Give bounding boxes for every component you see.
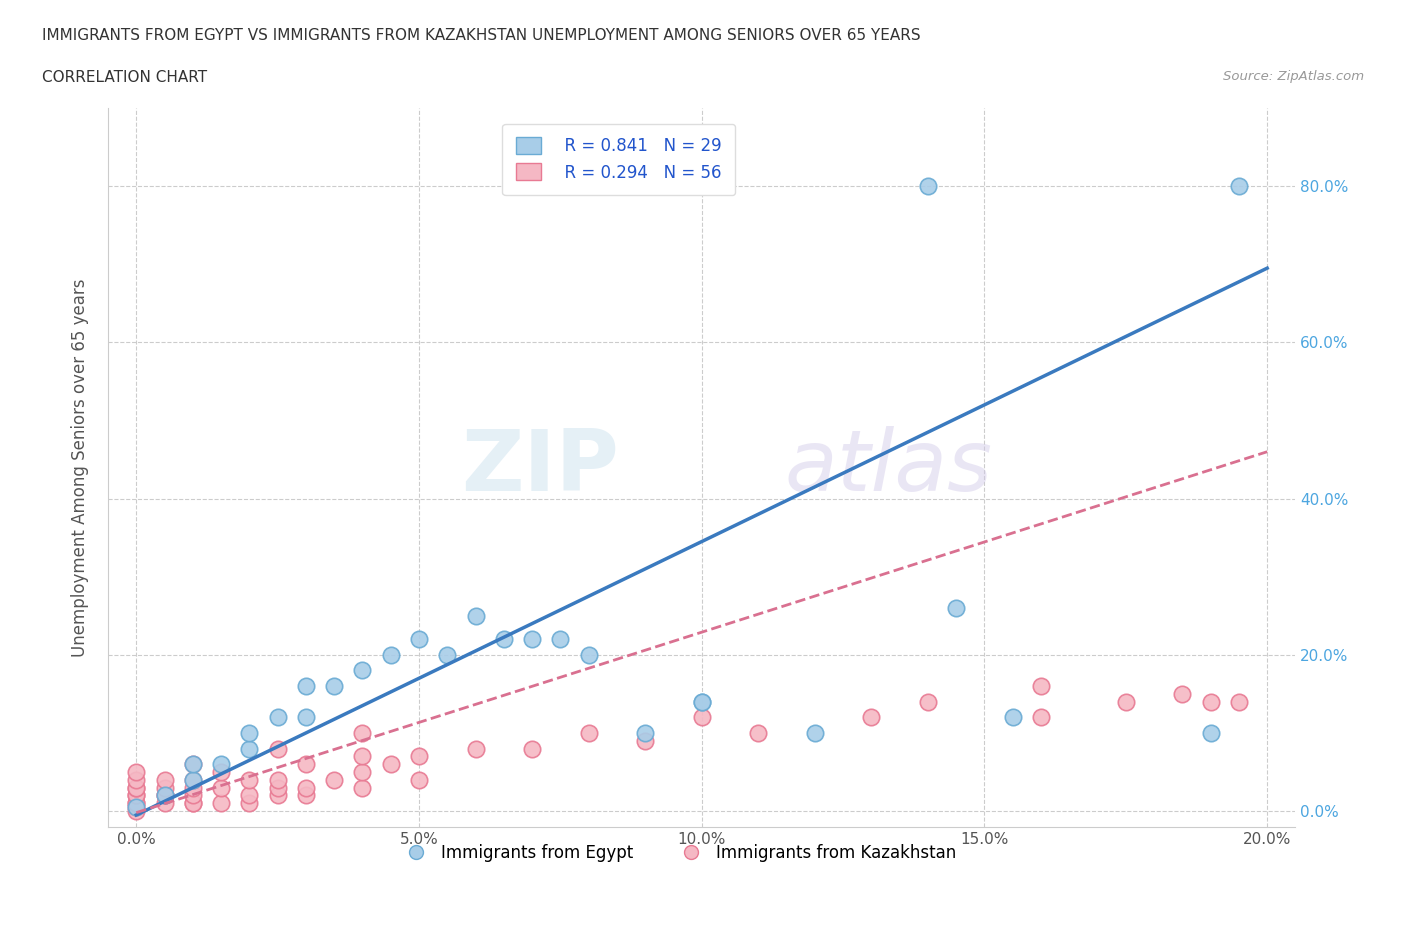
Point [181,773,204,788]
Point [464,741,486,756]
Point [125,780,148,795]
Point [125,780,148,795]
Point [238,788,260,803]
Text: CORRELATION CHART: CORRELATION CHART [42,70,207,85]
Point [125,796,148,811]
Point [181,757,204,772]
Point [520,741,543,756]
Point [352,663,374,678]
Point [153,788,176,803]
Point [209,796,232,811]
Point [1171,686,1194,701]
Point [266,780,288,795]
Point [209,757,232,772]
Point [209,780,232,795]
Point [860,710,883,724]
Legend: Immigrants from Egypt, Immigrants from Kazakhstan: Immigrants from Egypt, Immigrants from K… [392,837,963,869]
Point [408,773,430,788]
Point [408,631,430,646]
Point [1199,695,1222,710]
Point [520,631,543,646]
Point [125,788,148,803]
Point [1029,679,1052,694]
Point [690,695,713,710]
Point [634,725,657,740]
Point [238,796,260,811]
Point [266,741,288,756]
Point [181,796,204,811]
Point [181,780,204,795]
Point [1029,710,1052,724]
Point [408,749,430,764]
Point [1227,695,1250,710]
Point [352,780,374,795]
Point [945,601,967,616]
Point [153,788,176,803]
Point [690,695,713,710]
Point [917,695,939,710]
Point [295,710,318,724]
Point [464,608,486,623]
Point [1227,179,1250,193]
Point [747,725,769,740]
Point [578,725,600,740]
Point [804,725,827,740]
Point [238,725,260,740]
Point [917,179,939,193]
Text: IMMIGRANTS FROM EGYPT VS IMMIGRANTS FROM KAZAKHSTAN UNEMPLOYMENT AMONG SENIORS O: IMMIGRANTS FROM EGYPT VS IMMIGRANTS FROM… [42,28,921,43]
Point [125,788,148,803]
Point [1199,725,1222,740]
Point [380,757,402,772]
Point [436,647,458,662]
Point [153,773,176,788]
Point [181,788,204,803]
Point [1115,695,1137,710]
Point [209,764,232,779]
Point [295,780,318,795]
Point [125,804,148,818]
Text: ZIP: ZIP [461,426,619,509]
Point [181,757,204,772]
Point [125,773,148,788]
Text: atlas: atlas [785,426,993,509]
Point [323,679,346,694]
Point [492,631,515,646]
Point [238,741,260,756]
Point [634,734,657,749]
Point [181,796,204,811]
Point [125,800,148,815]
Point [125,764,148,779]
Point [380,647,402,662]
Point [153,780,176,795]
Point [352,764,374,779]
Point [153,796,176,811]
Point [181,773,204,788]
Point [550,631,572,646]
Point [323,773,346,788]
Y-axis label: Unemployment Among Seniors over 65 years: Unemployment Among Seniors over 65 years [72,278,89,657]
Point [238,773,260,788]
Point [578,647,600,662]
Point [125,796,148,811]
Point [295,788,318,803]
Point [352,725,374,740]
Point [125,800,148,815]
Point [266,773,288,788]
Point [295,757,318,772]
Point [1001,710,1024,724]
Point [153,788,176,803]
Point [690,710,713,724]
Point [266,788,288,803]
Point [295,679,318,694]
Point [352,749,374,764]
Point [266,710,288,724]
Text: Source: ZipAtlas.com: Source: ZipAtlas.com [1223,70,1364,83]
